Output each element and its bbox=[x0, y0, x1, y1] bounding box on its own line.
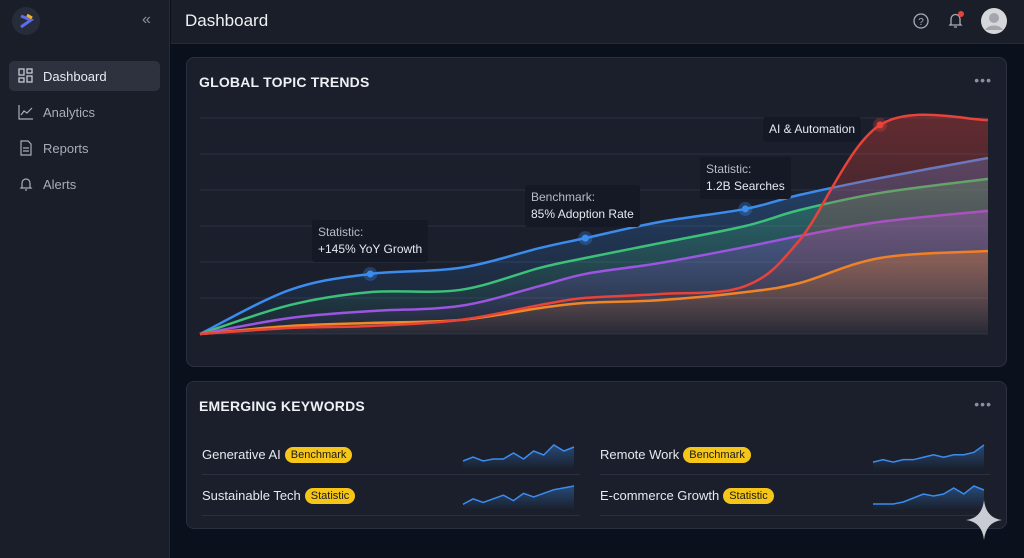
sidebar-item-label: Reports bbox=[43, 140, 89, 156]
sparkline-line bbox=[873, 485, 985, 505]
sparkline-area bbox=[873, 486, 984, 510]
sparkline-line bbox=[872, 444, 985, 463]
sparkline-line bbox=[462, 485, 575, 505]
series-line-ai-automation bbox=[199, 113, 989, 336]
sparkline-line bbox=[462, 444, 575, 462]
annotation-tooltip: Statistic: +145% YoY Growth bbox=[312, 220, 429, 262]
more-menu-icon[interactable]: ••• bbox=[974, 72, 992, 88]
sidebar: « Dashboard Analytics Reports Alerts bbox=[0, 0, 170, 558]
keyword-row[interactable]: Generative AI Benchmark bbox=[202, 435, 580, 475]
sparkline bbox=[462, 444, 575, 469]
card-title: GLOBAL TOPIC TRENDS bbox=[199, 74, 370, 90]
data-point-marker[interactable] bbox=[581, 234, 589, 242]
sparkline bbox=[873, 485, 985, 510]
keyword-badge: Benchmark bbox=[284, 446, 353, 463]
series-area-ai-automation bbox=[200, 114, 988, 334]
sidebar-item-label: Alerts bbox=[43, 176, 77, 192]
annotation-tooltip: Statistic: 1.2B Searches bbox=[700, 157, 791, 199]
sparkle-icon bbox=[966, 500, 1002, 540]
svg-text:?: ? bbox=[918, 17, 924, 28]
keyword-row[interactable]: Sustainable Tech Statistic bbox=[202, 476, 580, 516]
page-title: Dashboard bbox=[185, 11, 269, 30]
sparkline bbox=[462, 485, 575, 510]
keyword-name: Generative AI bbox=[202, 447, 281, 462]
annotation-tooltip: Benchmark: 85% Adoption Rate bbox=[525, 185, 640, 227]
sidebar-item-label: Dashboard bbox=[43, 68, 107, 84]
app-logo[interactable] bbox=[12, 7, 40, 35]
sparkline-area bbox=[463, 486, 574, 510]
top-header: Dashboard ? bbox=[171, 0, 1024, 44]
keyword-name: Remote Work bbox=[600, 447, 680, 462]
sparkline-area bbox=[463, 445, 574, 469]
chart-line-icon bbox=[18, 105, 33, 120]
chevrons-left-icon[interactable]: « bbox=[142, 11, 151, 28]
sidebar-item-analytics[interactable]: Analytics bbox=[9, 97, 160, 127]
card-title: EMERGING KEYWORDS bbox=[199, 398, 365, 414]
data-point-marker[interactable] bbox=[876, 121, 884, 129]
user-avatar[interactable] bbox=[980, 7, 1008, 35]
bell-icon bbox=[19, 178, 33, 191]
keyword-name: Sustainable Tech bbox=[202, 488, 301, 503]
sidebar-item-label: Analytics bbox=[43, 104, 96, 120]
sparkline-area bbox=[873, 445, 984, 469]
data-point-marker[interactable] bbox=[741, 205, 749, 213]
annotation-tooltip: AI & Automation bbox=[763, 117, 862, 142]
emerging-keywords-card: EMERGING KEYWORDS ••• Generative AI Bench… bbox=[186, 381, 1007, 529]
keyword-badge: Statistic bbox=[723, 487, 774, 504]
notification-bell-icon[interactable] bbox=[946, 10, 966, 30]
grid-icon bbox=[18, 68, 33, 83]
sidebar-item-reports[interactable]: Reports bbox=[9, 133, 160, 163]
help-icon[interactable]: ? bbox=[912, 12, 930, 30]
keyword-badge: Benchmark bbox=[683, 446, 751, 463]
keyword-name: E-commerce Growth bbox=[600, 488, 720, 503]
more-menu-icon[interactable]: ••• bbox=[974, 396, 992, 412]
data-point-marker[interactable] bbox=[366, 270, 374, 278]
sidebar-item-alerts[interactable]: Alerts bbox=[9, 169, 160, 199]
keyword-badge: Statistic bbox=[304, 487, 356, 504]
sidebar-item-dashboard[interactable]: Dashboard bbox=[9, 61, 160, 91]
keyword-row[interactable]: Remote Work Benchmark bbox=[600, 435, 990, 475]
document-icon bbox=[20, 140, 32, 156]
keyword-row[interactable]: E-commerce Growth Statistic bbox=[600, 476, 990, 516]
sparkline bbox=[872, 444, 985, 469]
